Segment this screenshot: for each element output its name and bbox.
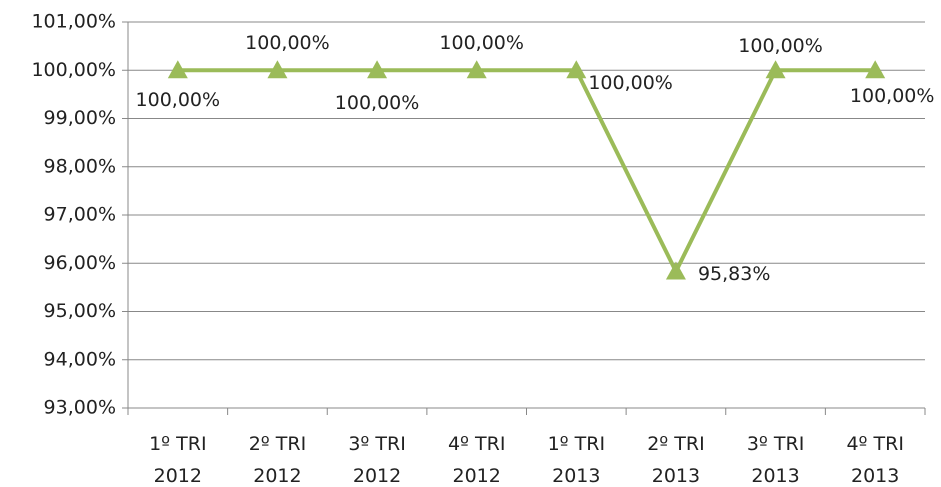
y-tick-label: 101,00%: [31, 11, 116, 33]
data-label: 95,83%: [698, 263, 770, 285]
data-label: 100,00%: [136, 89, 221, 111]
y-tick-label: 93,00%: [44, 397, 116, 419]
marker: [267, 60, 288, 79]
y-tick-label: 94,00%: [44, 348, 116, 370]
marker: [665, 261, 686, 280]
data-label: 100,00%: [738, 35, 823, 57]
data-label: 100,00%: [245, 32, 330, 54]
x-tick-label: 3º TRI 2013: [747, 433, 805, 487]
x-tick-label: 2º TRI 2013: [647, 433, 705, 487]
x-tick-label: 2º TRI 2012: [249, 433, 307, 487]
x-tick-label: 4º TRI 2013: [846, 433, 904, 487]
marker: [566, 60, 587, 79]
y-tick-label: 95,00%: [44, 300, 116, 322]
data-label: 100,00%: [335, 92, 420, 114]
y-tick-label: 98,00%: [44, 155, 116, 177]
data-label: 100,00%: [850, 85, 935, 107]
marker: [765, 60, 786, 79]
x-tick-label: 1º TRI 2012: [149, 433, 207, 487]
marker: [865, 60, 886, 79]
y-tick-label: 99,00%: [44, 107, 116, 129]
y-tick-label: 100,00%: [31, 59, 116, 81]
x-tick-label: 1º TRI 2013: [548, 433, 606, 487]
marker: [367, 60, 388, 79]
x-tick-label: 4º TRI 2012: [448, 433, 506, 487]
x-tick-label: 3º TRI 2012: [348, 433, 406, 487]
marker: [167, 60, 188, 79]
y-tick-label: 96,00%: [44, 252, 116, 274]
y-tick-label: 97,00%: [44, 204, 116, 226]
line: [177, 68, 876, 276]
data-label: 100,00%: [439, 32, 524, 54]
data-label: 100,00%: [588, 72, 673, 94]
marker: [466, 60, 487, 79]
